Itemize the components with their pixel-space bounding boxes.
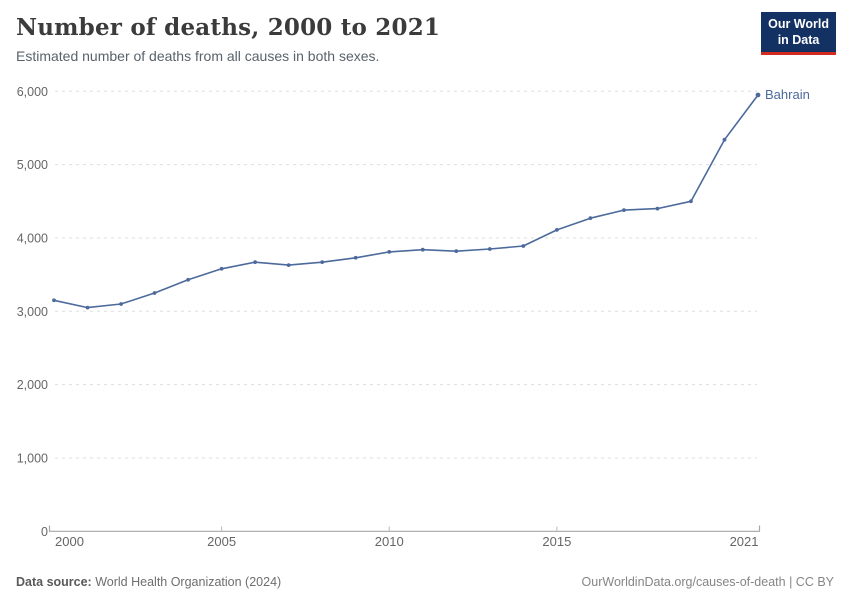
y-axis-tick-label: 6,000 [17,85,48,99]
data-point[interactable] [286,263,291,267]
series-label[interactable]: Bahrain [765,87,810,102]
data-point[interactable] [353,255,358,260]
data-point[interactable] [85,305,90,310]
data-point[interactable] [52,298,56,303]
x-axis-line [48,525,761,532]
owid-url-link[interactable]: OurWorldinData.org/causes-of-death [581,575,786,589]
data-point[interactable] [689,199,693,204]
data-point[interactable] [253,260,258,265]
line-chart[interactable]: 0 1,000 2,000 3,000 4,000 5,000 6,000 2000 2005 2… [0,80,850,558]
data-point[interactable] [454,249,459,254]
data-point[interactable] [487,247,492,251]
data-point[interactable] [521,244,526,248]
data-point[interactable] [655,206,660,211]
owid-logo-line1: Our World [768,17,829,31]
data-point[interactable] [622,208,626,213]
data-source-label: Data source: [16,575,92,589]
x-axis-tick-label: 2010 [375,534,404,549]
data-point[interactable] [755,92,761,98]
chart-title: Number of deaths, 2000 to 2021 [16,14,441,41]
y-axis-tick-label: 2,000 [17,378,48,392]
x-axis-tick-label: 2021 [730,534,759,549]
x-axis-tick-label: 2015 [542,534,571,549]
data-point[interactable] [186,277,190,282]
data-point[interactable] [420,247,425,252]
data-point[interactable] [320,260,325,265]
data-source-value: World Health Organization (2024) [95,575,282,589]
data-point[interactable] [387,250,392,254]
y-axis-tick-label: 3,000 [17,305,48,319]
data-point[interactable] [722,137,727,142]
y-axis-tick-label: 1,000 [17,451,48,465]
owid-logo-line2: in Data [777,33,820,48]
data-point[interactable] [152,291,157,295]
chart-subtitle: Estimated number of deaths from all caus… [16,48,380,64]
y-axis-tick-label: 4,000 [17,231,48,245]
footer-separator: | [785,575,796,589]
chart-header: Number of deaths, 2000 to 2021 Estimated… [16,14,440,64]
license-link[interactable]: CC BY [795,575,834,589]
x-axis-tick-label: 2000 [55,534,84,549]
data-point[interactable] [554,228,559,232]
data-point[interactable] [588,216,593,221]
chart-footer: Data source: World Health Organization (… [16,575,834,589]
data-source: Data source: World Health Organization (… [16,575,281,589]
data-point[interactable] [219,266,224,271]
owid-logo[interactable]: Our World in Data [761,12,836,55]
footer-credits: OurWorldinData.org/causes-of-death | CC … [582,575,834,589]
x-axis-tick-label: 2005 [207,534,236,549]
data-line[interactable] [53,94,759,309]
y-axis-tick-label: 5,000 [17,158,48,172]
data-point[interactable] [119,302,123,306]
y-axis-tick-label: 0 [41,525,48,539]
